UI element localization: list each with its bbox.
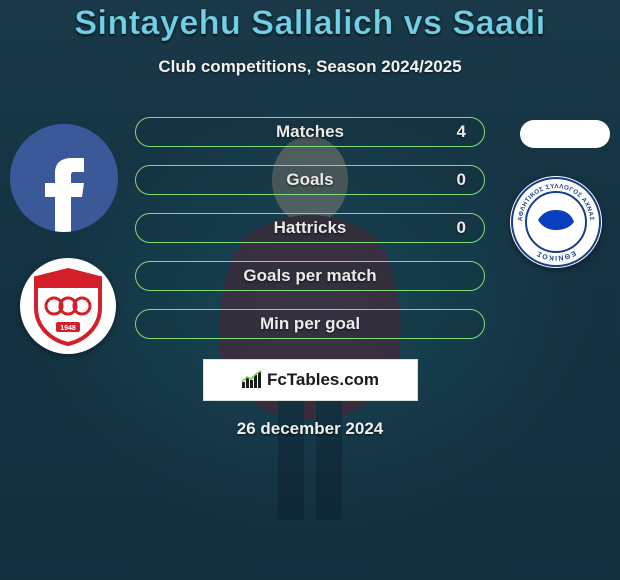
- stat-label: Goals: [286, 170, 333, 190]
- stats-container: Matches 4 Goals 0 Hattricks 0 Goals per …: [0, 117, 620, 339]
- content-wrapper: Sintayehu Sallalich vs Saadi Club compet…: [0, 0, 620, 580]
- stat-row-goals: Goals 0: [135, 165, 485, 195]
- stat-row-hattricks: Hattricks 0: [135, 213, 485, 243]
- date-text: 26 december 2024: [237, 419, 384, 439]
- brand-text: FcTables.com: [267, 370, 379, 390]
- stat-label: Goals per match: [243, 266, 376, 286]
- stat-label: Hattricks: [274, 218, 347, 238]
- brand-box[interactable]: FcTables.com: [203, 359, 418, 401]
- stat-row-matches: Matches 4: [135, 117, 485, 147]
- stat-value: 4: [457, 122, 466, 142]
- bar-chart-icon: [241, 370, 263, 390]
- subtitle: Club competitions, Season 2024/2025: [158, 57, 461, 77]
- stat-row-min-per-goal: Min per goal: [135, 309, 485, 339]
- stat-value: 0: [457, 170, 466, 190]
- stat-label: Min per goal: [260, 314, 360, 334]
- stat-label: Matches: [276, 122, 344, 142]
- stat-value: 0: [457, 218, 466, 238]
- stat-row-goals-per-match: Goals per match: [135, 261, 485, 291]
- page-title: Sintayehu Sallalich vs Saadi: [74, 4, 545, 43]
